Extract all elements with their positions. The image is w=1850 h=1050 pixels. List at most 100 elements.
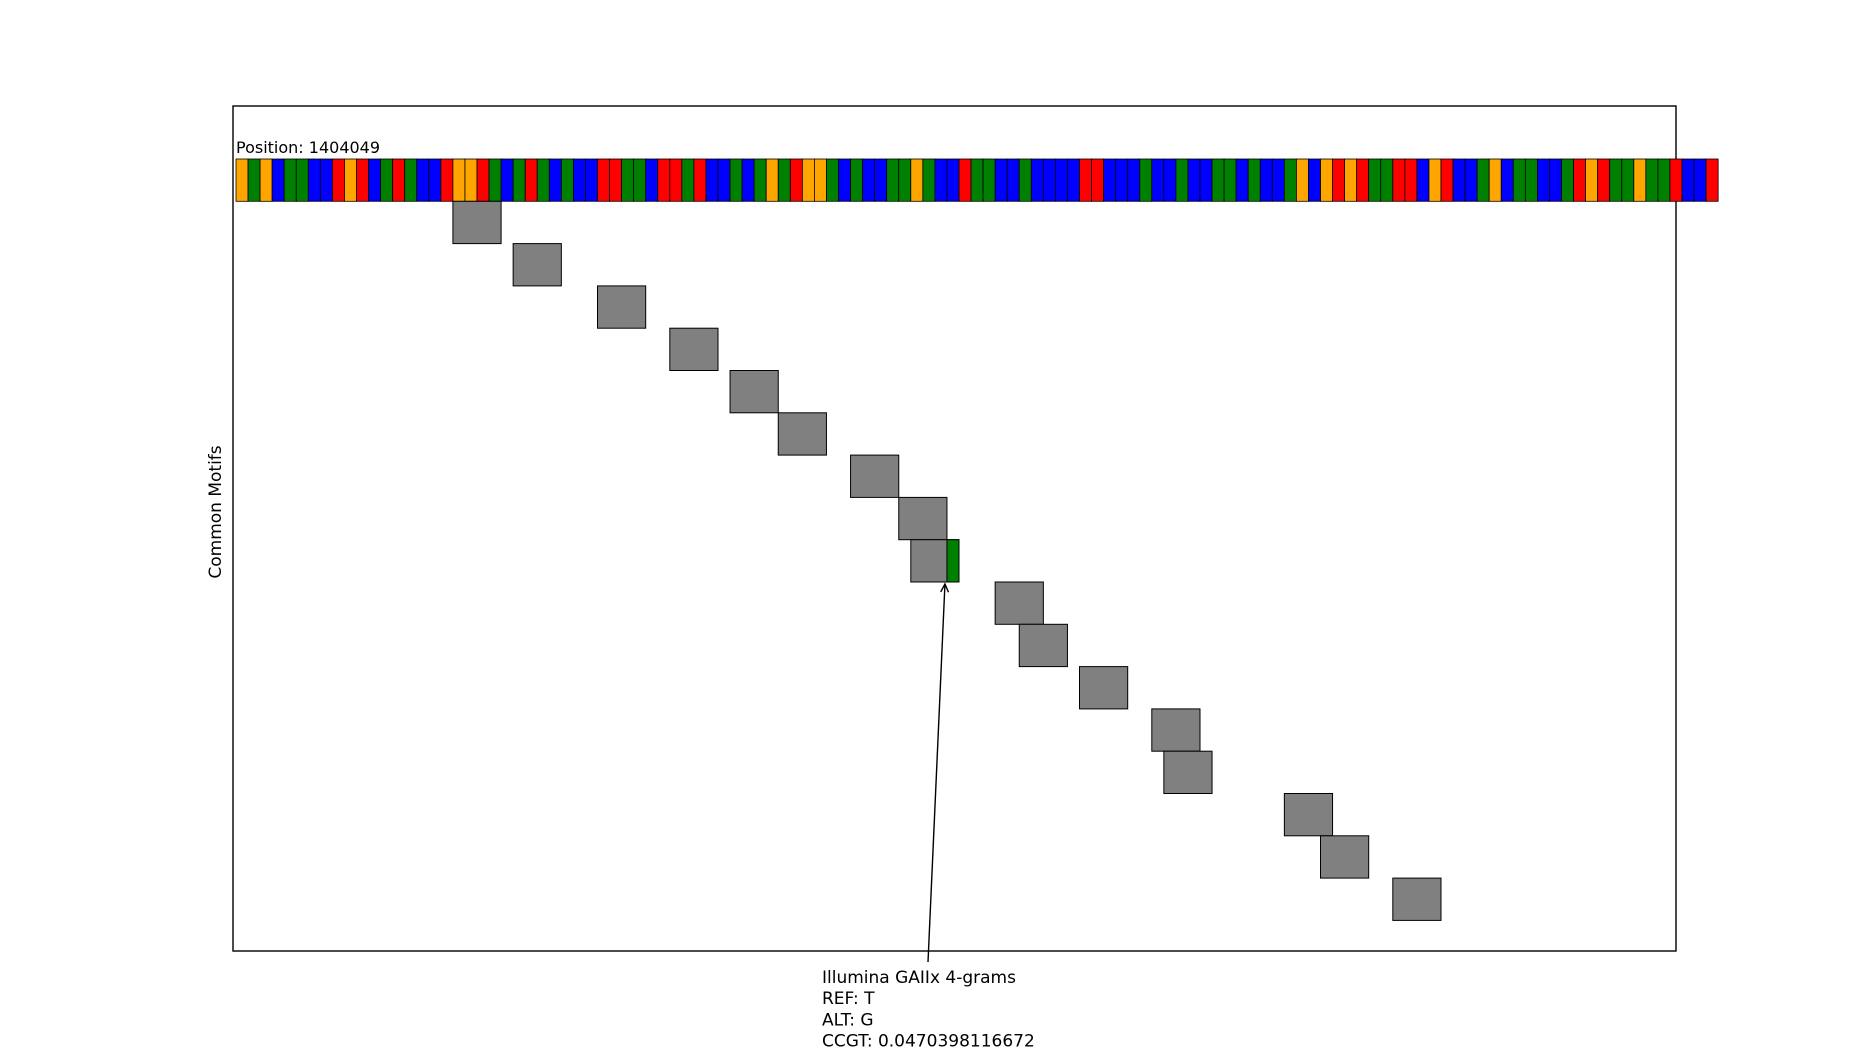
sequence-base-91: [1332, 158, 1346, 202]
sequence-base-100: [1440, 158, 1454, 202]
sequence-base-19: [464, 158, 478, 202]
sequence-base-35: [657, 158, 671, 202]
annotation-line-0: Illumina GAIIx 4-grams: [822, 968, 1016, 988]
sequence-base-88: [1296, 158, 1309, 202]
sequence-base-109: [1549, 158, 1562, 202]
sequence-base-46: [789, 158, 803, 202]
sequence-base-25: [536, 158, 550, 202]
annotation-line-2: ALT: G: [822, 1010, 874, 1030]
sequence-base-44: [765, 158, 779, 202]
sequence-base-31: [609, 158, 622, 202]
sequence-base-117: [1645, 158, 1659, 202]
sequence-base-54: [886, 158, 900, 202]
sequence-base-1: [247, 158, 261, 202]
motif-box-16: [1392, 877, 1442, 921]
sequence-base-4: [283, 158, 297, 202]
sequence-base-53: [874, 158, 888, 202]
plot-frame: [232, 105, 1677, 952]
sequence-base-107: [1524, 158, 1538, 202]
sequence-base-51: [850, 158, 863, 202]
sequence-base-101: [1452, 158, 1466, 202]
sequence-base-96: [1392, 158, 1406, 202]
sequence-base-63: [994, 158, 1008, 202]
motif-box-9: [994, 581, 1044, 625]
annotation-arrow: [927, 583, 946, 963]
sequence-base-10: [356, 158, 369, 202]
sequence-base-62: [982, 158, 996, 202]
motif-box-7: [898, 496, 948, 541]
motif-box-12: [1151, 708, 1201, 752]
sequence-base-122: [1705, 158, 1719, 202]
sequence-base-83: [1235, 158, 1249, 202]
sequence-base-87: [1283, 158, 1297, 202]
reference-sequence: [235, 158, 1719, 202]
sequence-base-106: [1512, 158, 1526, 202]
sequence-base-3: [271, 158, 285, 202]
sequence-base-40: [717, 158, 731, 202]
sequence-base-70: [1079, 158, 1092, 202]
sequence-base-93: [1356, 158, 1370, 202]
sequence-base-59: [946, 158, 960, 202]
sequence-base-30: [597, 158, 610, 202]
sequence-base-98: [1416, 158, 1430, 202]
sequence-base-33: [633, 158, 647, 202]
y-axis-label: Common Motifs: [206, 445, 226, 578]
sequence-base-114: [1609, 158, 1623, 202]
sequence-base-22: [500, 158, 514, 202]
sequence-base-37: [681, 158, 695, 202]
sequence-base-104: [1488, 158, 1502, 202]
sequence-base-26: [548, 158, 562, 202]
motif-box-3: [669, 327, 719, 372]
annotation-line-3: CCGT: 0.0470398116672: [822, 1032, 1035, 1050]
sequence-base-45: [777, 158, 791, 202]
sequence-base-56: [910, 158, 924, 202]
sequence-base-9: [344, 158, 357, 202]
motif-box-2: [597, 285, 647, 329]
sequence-base-97: [1404, 158, 1418, 202]
sequence-base-57: [922, 158, 936, 202]
sequence-base-115: [1621, 158, 1635, 202]
sequence-base-43: [753, 158, 767, 202]
sequence-base-32: [621, 158, 635, 202]
sequence-base-2: [259, 158, 273, 202]
sequence-base-116: [1633, 158, 1647, 202]
sequence-base-16: [428, 158, 442, 202]
motif-box-15: [1320, 835, 1370, 879]
sequence-base-78: [1175, 158, 1189, 202]
sequence-base-20: [476, 158, 490, 202]
sequence-base-90: [1320, 158, 1333, 202]
sequence-base-85: [1259, 158, 1273, 202]
sequence-base-77: [1163, 158, 1177, 202]
sequence-base-120: [1681, 158, 1695, 202]
sequence-base-119: [1669, 158, 1683, 202]
sequence-base-50: [838, 158, 851, 202]
motif-box-5: [777, 412, 827, 456]
sequence-base-64: [1006, 158, 1020, 202]
sequence-base-68: [1055, 158, 1068, 202]
sequence-base-84: [1247, 158, 1261, 202]
sequence-base-110: [1561, 158, 1574, 202]
sequence-base-95: [1380, 158, 1394, 202]
sequence-base-39: [705, 158, 719, 202]
sequence-base-38: [693, 158, 707, 202]
sequence-base-92: [1344, 158, 1358, 202]
sequence-base-14: [404, 158, 418, 202]
motif-rows: [452, 200, 1442, 921]
sequence-base-72: [1103, 158, 1117, 202]
motif-box-0: [452, 200, 502, 245]
sequence-base-12: [380, 158, 394, 202]
motif-box-11: [1079, 666, 1129, 710]
sequence-base-21: [488, 158, 502, 202]
sequence-base-27: [560, 158, 574, 202]
sequence-base-58: [934, 158, 948, 202]
sequence-base-89: [1308, 158, 1321, 202]
sequence-base-47: [801, 158, 815, 202]
sequence-base-74: [1127, 158, 1141, 202]
sequence-base-99: [1428, 158, 1442, 202]
sequence-base-41: [729, 158, 743, 202]
motif-box-6: [850, 454, 900, 498]
sequence-base-28: [573, 158, 586, 202]
sequence-base-102: [1464, 158, 1478, 202]
sequence-base-0: [235, 158, 249, 202]
